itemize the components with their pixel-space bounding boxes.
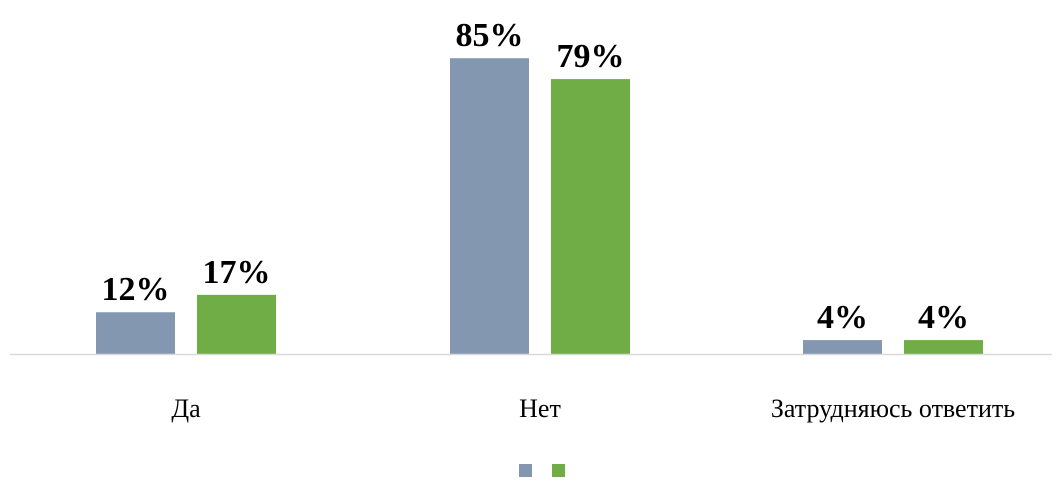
bar-0-0 bbox=[96, 312, 175, 354]
data-label-1-1: 79% bbox=[557, 38, 625, 75]
bar-1-1 bbox=[551, 79, 630, 354]
bar-1-0 bbox=[450, 58, 529, 354]
data-label-1-0: 85% bbox=[456, 17, 524, 54]
bar-2-0 bbox=[803, 340, 882, 354]
legend-swatch-1 bbox=[552, 464, 565, 477]
data-labels-layer: 12% 17% 85% 79% 4% 4% bbox=[102, 17, 970, 336]
x-tick-label-0: Да bbox=[171, 394, 201, 423]
legend bbox=[519, 464, 565, 477]
data-label-0-1: 17% bbox=[203, 254, 271, 291]
bar-2-1 bbox=[904, 340, 983, 354]
data-label-2-0: 4% bbox=[817, 299, 868, 336]
x-axis-tick-labels: Да Нет Затрудняюсь ответить bbox=[171, 394, 1015, 423]
data-label-0-0: 12% bbox=[102, 271, 170, 308]
bars-layer bbox=[96, 58, 983, 354]
x-tick-label-2: Затрудняюсь ответить bbox=[771, 394, 1015, 423]
data-label-2-1: 4% bbox=[918, 299, 969, 336]
legend-swatch-0 bbox=[519, 464, 532, 477]
x-tick-label-1: Нет bbox=[519, 394, 561, 423]
bar-0-1 bbox=[197, 294, 276, 354]
